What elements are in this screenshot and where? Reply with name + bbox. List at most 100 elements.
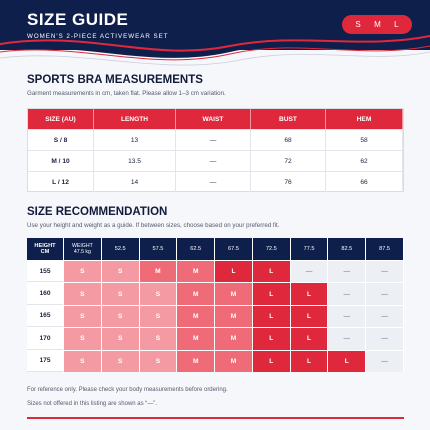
size-cell: S <box>139 283 177 305</box>
header-text: WEIGHT <box>72 243 93 249</box>
weight-header: 62.5 <box>177 238 215 260</box>
size-cell: S <box>101 261 139 283</box>
size-cell: — <box>366 328 403 350</box>
section-note: Garment measurements in cm, taken flat. … <box>27 90 226 97</box>
size-cell: S <box>64 305 101 328</box>
table-cell: 58 <box>326 129 403 150</box>
size-cell: S <box>139 328 177 350</box>
size-cell: S <box>64 283 101 305</box>
table-cell: S / 8 <box>28 129 94 150</box>
table-cell: 62 <box>326 150 403 171</box>
measurements-table: SIZE (AU) LENGTH WAIST BUST HEM S / 8 13—68 58 M… <box>27 108 404 192</box>
column-header: BUST <box>251 109 326 129</box>
footer-note: Sizes not offered in this listing are sh… <box>27 401 157 407</box>
section-note: Use your height and weight as a guide. I… <box>27 222 280 229</box>
table-cell: 66 <box>326 171 403 192</box>
weight-header: 82.5 <box>328 238 366 260</box>
height-cell: 170 <box>27 328 63 350</box>
height-cell: 165 <box>27 305 63 328</box>
size-cell: M <box>215 350 252 372</box>
size-cell: L <box>328 350 366 372</box>
table-cell: — <box>176 129 251 150</box>
weight-header: 87.5 <box>366 238 403 260</box>
size-cell: S <box>101 350 139 372</box>
column-header: SIZE (AU) <box>28 109 94 129</box>
size-cell: — <box>290 261 328 283</box>
size-cell: — <box>328 328 366 350</box>
height-cell: 160 <box>27 283 63 305</box>
header-banner <box>0 0 430 66</box>
weight-header: 67.5 <box>215 238 252 260</box>
column-header: HEM <box>326 109 403 129</box>
size-cell: M <box>177 350 215 372</box>
size-cell: M <box>177 305 215 328</box>
size-cell: — <box>328 261 366 283</box>
size-letter: M <box>374 20 381 29</box>
footer-rule <box>27 417 404 419</box>
size-cell: M <box>139 261 177 283</box>
height-header: HEIGHT CM <box>27 238 63 260</box>
size-cell: M <box>215 283 252 305</box>
size-cell: M <box>177 261 215 283</box>
size-cell: L <box>290 350 328 372</box>
recommendation-grid: HEIGHT CM WEIGHT 47.5 kg 52.5 57.5 62.5 67.5 72.… <box>27 238 404 372</box>
weight-header: 52.5 <box>101 238 139 260</box>
table-cell: — <box>176 171 251 192</box>
size-letter: S <box>355 20 361 29</box>
size-cell: L <box>290 283 328 305</box>
footer-note: For reference only. Please check your bo… <box>27 387 228 393</box>
table-cell: 13 <box>94 129 176 150</box>
section-title: SPORTS BRA MEASUREMENTS <box>27 74 203 86</box>
table-cell: — <box>176 150 251 171</box>
size-cell: — <box>366 350 403 372</box>
weight-header: 57.5 <box>139 238 177 260</box>
size-cell: — <box>328 305 366 328</box>
table-cell: 14 <box>94 171 176 192</box>
size-cell: M <box>177 283 215 305</box>
size-cell: L <box>252 328 290 350</box>
header-text: 47.5 kg <box>73 249 91 255</box>
size-cell: M <box>215 328 252 350</box>
size-cell: S <box>139 350 177 372</box>
table-cell: 72 <box>251 150 326 171</box>
size-cell: S <box>64 350 101 372</box>
size-cell: L <box>215 261 252 283</box>
column-header: LENGTH <box>94 109 176 129</box>
table-cell: L / 12 <box>28 171 94 192</box>
size-letter: L <box>394 20 399 29</box>
table-cell: 13.5 <box>94 150 176 171</box>
table-cell: 68 <box>251 129 326 150</box>
page-title: SIZE GUIDE <box>27 10 129 29</box>
section-title: SIZE RECOMMENDATION <box>27 206 168 218</box>
column-header: WAIST <box>176 109 251 129</box>
size-cell: M <box>215 305 252 328</box>
size-cell: S <box>101 305 139 328</box>
weight-header: 77.5 <box>290 238 328 260</box>
size-cell: L <box>252 261 290 283</box>
size-cell: S <box>101 328 139 350</box>
size-cell: — <box>328 283 366 305</box>
size-cell: L <box>252 350 290 372</box>
size-cell: — <box>366 305 403 328</box>
size-cell: M <box>177 328 215 350</box>
size-cell: L <box>252 283 290 305</box>
page-subtitle: WOMEN'S 2-PIECE ACTIVEWEAR SET <box>27 33 169 40</box>
header-text: CM <box>40 249 50 255</box>
size-cell: — <box>366 283 403 305</box>
header-text: HEIGHT <box>34 243 56 249</box>
size-cell: S <box>64 328 101 350</box>
table-cell: M / 10 <box>28 150 94 171</box>
size-cell: L <box>290 305 328 328</box>
size-cell: S <box>64 261 101 283</box>
weight-header: WEIGHT 47.5 kg <box>64 238 101 260</box>
table-cell: 76 <box>251 171 326 192</box>
size-cell: L <box>252 305 290 328</box>
size-cell: S <box>101 283 139 305</box>
size-cell: — <box>366 261 403 283</box>
size-cell: L <box>290 328 328 350</box>
weight-header: 72.5 <box>252 238 290 260</box>
height-cell: 175 <box>27 350 63 372</box>
height-cell: 155 <box>27 261 63 283</box>
